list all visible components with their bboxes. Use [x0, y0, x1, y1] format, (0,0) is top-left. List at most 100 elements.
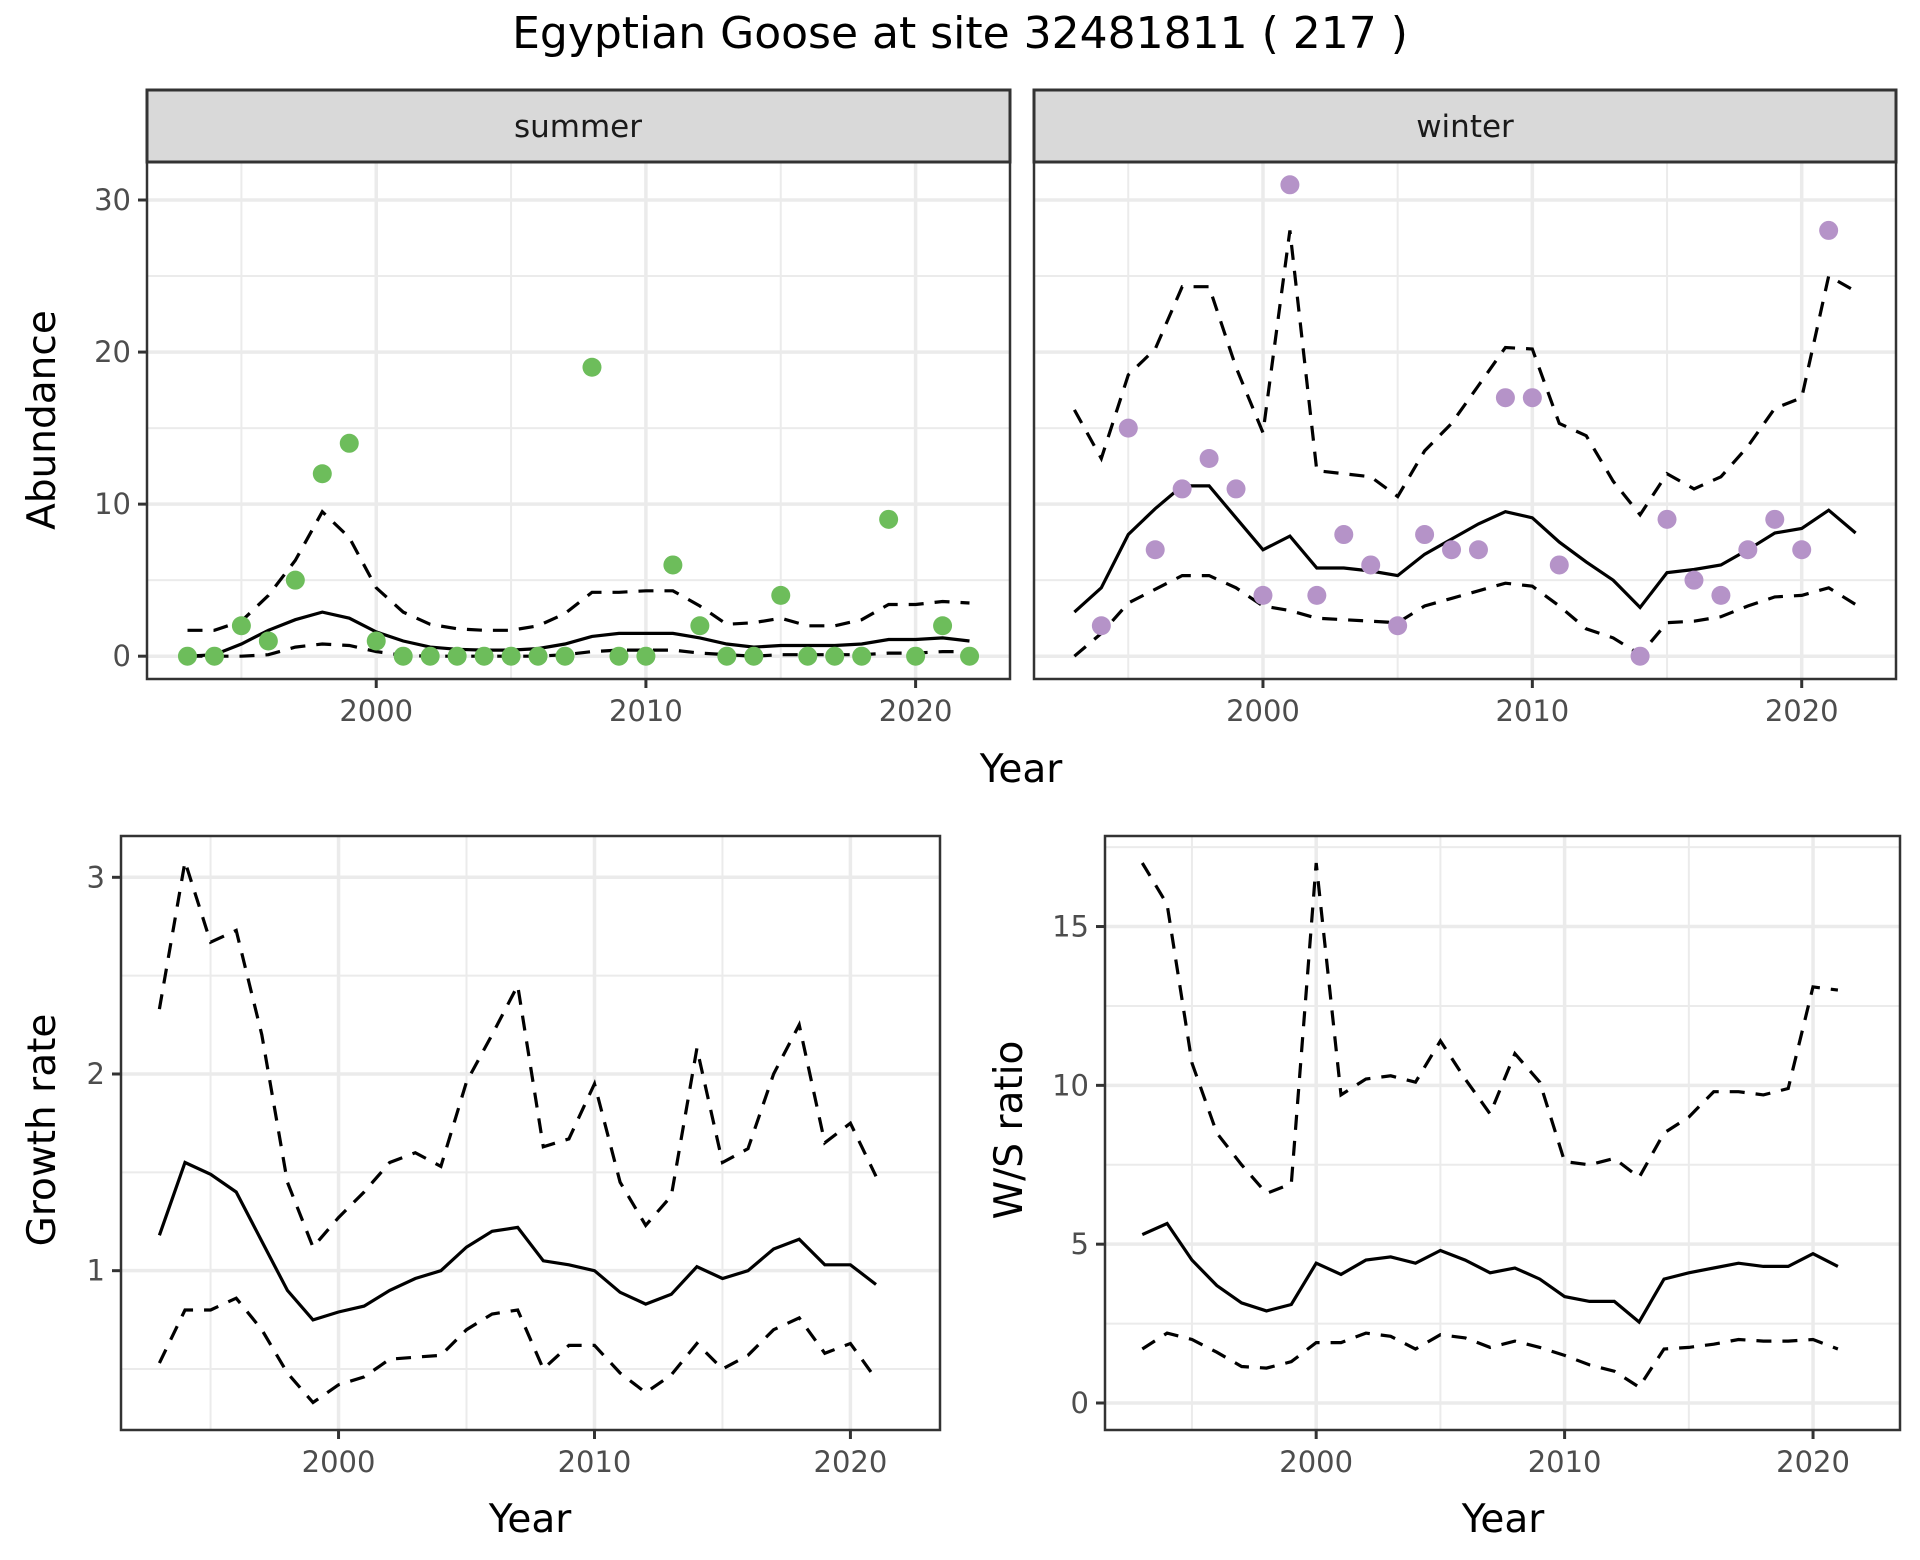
panel-ws-ratio: 2000 2010 2020 0 5 10 15: [1052, 834, 1902, 1479]
panel-summer: 2000 2010 2020 0 10 20 30 summer: [94, 88, 1012, 728]
series-line-mean: [1141, 1221, 1839, 1325]
data-point-summer-2020: [906, 646, 926, 666]
data-point-winter-2021: [1819, 220, 1839, 240]
panel-growth-rate: 2000 2010 2020 1 2 3: [87, 834, 942, 1479]
data-point-winter-1994: [1091, 616, 1111, 636]
data-point-summer-2002: [420, 646, 440, 666]
panel-border: [119, 834, 942, 1432]
strip-label-summer: summer: [514, 109, 642, 145]
strip-label-winter: winter: [1416, 109, 1514, 145]
data-point-summer-2010: [636, 646, 656, 666]
data-point-winter-2017: [1711, 585, 1731, 605]
data-point-summer-2014: [744, 646, 764, 666]
data-point-summer-2019: [879, 509, 899, 529]
x-tick-label: 2010: [1495, 694, 1569, 728]
data-point-winter-1999: [1226, 479, 1246, 499]
data-point-winter-2000: [1253, 585, 1273, 605]
y-tick-label: 20: [94, 335, 131, 369]
data-point-summer-2013: [717, 646, 737, 666]
plot-background: [121, 836, 940, 1430]
data-point-summer-2017: [825, 646, 845, 666]
y-axis-title-ws: W/S ratio: [987, 1041, 1032, 1220]
panel-border: [1103, 834, 1902, 1432]
data-point-winter-2014: [1630, 646, 1650, 666]
data-point-summer-2004: [474, 646, 494, 666]
data-point-summer-2000: [366, 631, 386, 651]
data-point-winter-2006: [1415, 525, 1435, 545]
x-tick-label: 2000: [339, 694, 413, 728]
x-tick-label: 2010: [558, 1445, 632, 1479]
x-axis-title-growth: Year: [488, 1497, 573, 1542]
data-point-winter-2019: [1765, 509, 1785, 529]
data-point-summer-1997: [285, 570, 305, 590]
x-tick-label: 2000: [1226, 694, 1300, 728]
data-point-summer-2005: [501, 646, 521, 666]
y-tick-label: 10: [1052, 1068, 1089, 1102]
series-line-lower: [157, 1296, 878, 1405]
data-point-summer-2012: [690, 616, 710, 636]
data-point-winter-1997: [1172, 479, 1192, 499]
data-point-summer-1995: [231, 616, 251, 636]
x-tick-label: 2020: [879, 694, 953, 728]
data-point-winter-2002: [1307, 585, 1327, 605]
data-point-winter-2018: [1738, 540, 1758, 560]
data-point-winter-2015: [1657, 509, 1677, 529]
y-axis-title-growth: Growth rate: [20, 1014, 65, 1247]
strip-winter: [1032, 88, 1898, 164]
data-point-winter-2003: [1334, 525, 1354, 545]
x-tick-label: 2020: [1776, 1445, 1850, 1479]
plot-background: [1034, 162, 1896, 679]
series-line-mean: [157, 1160, 877, 1322]
data-point-summer-2008: [582, 357, 602, 377]
data-point-summer-2003: [447, 646, 467, 666]
data-point-summer-2007: [555, 646, 575, 666]
data-point-winter-2009: [1495, 388, 1515, 408]
y-tick-label: 3: [87, 860, 105, 894]
chart-title: Egyptian Goose at site 32481811 ( 217 ): [512, 8, 1408, 59]
y-tick-label: 0: [1071, 1386, 1089, 1420]
x-tick-label: 2020: [814, 1445, 888, 1479]
x-tick-label: 2010: [609, 694, 683, 728]
series-line-upper: [187, 509, 970, 632]
data-point-summer-2009: [609, 646, 629, 666]
data-point-summer-2021: [933, 616, 953, 636]
x-tick-label: 2010: [1528, 1445, 1602, 1479]
series-line-lower: [1141, 1331, 1839, 1390]
series-line-mean: [187, 610, 970, 658]
data-point-winter-2001: [1280, 175, 1300, 195]
x-axis-title-abundance: Year: [979, 747, 1064, 792]
data-point-summer-2015: [771, 585, 791, 605]
y-tick-label: 1: [87, 1254, 105, 1288]
data-point-winter-2020: [1792, 540, 1812, 560]
data-point-summer-2016: [798, 646, 818, 666]
data-point-winter-2016: [1684, 570, 1704, 590]
data-point-summer-1996: [258, 631, 278, 651]
data-point-summer-1999: [339, 433, 359, 453]
y-tick-label: 0: [113, 639, 131, 673]
data-point-summer-2011: [663, 555, 683, 575]
data-point-summer-2006: [528, 646, 548, 666]
plot-background: [147, 162, 1010, 679]
x-tick-label: 2020: [1765, 694, 1839, 728]
data-point-summer-1994: [204, 646, 224, 666]
panel-winter: 2000 2010 2020 winter: [1032, 88, 1898, 728]
data-point-summer-1993: [177, 646, 197, 666]
y-tick-label: 5: [1071, 1227, 1089, 1261]
x-tick-label: 2000: [302, 1445, 376, 1479]
series-line-upper: [1073, 230, 1857, 518]
plot-background: [1105, 836, 1900, 1430]
data-point-winter-1996: [1145, 540, 1165, 560]
series-line-mean: [1073, 484, 1857, 614]
data-point-winter-2008: [1468, 540, 1488, 560]
data-point-summer-1998: [312, 464, 332, 484]
y-tick-label: 2: [87, 1057, 105, 1091]
data-point-summer-2022: [960, 646, 980, 666]
x-axis-title-ws: Year: [1461, 1497, 1546, 1542]
data-point-summer-2001: [393, 646, 413, 666]
series-line-lower: [1073, 574, 1857, 658]
data-point-winter-2007: [1442, 540, 1462, 560]
data-point-winter-1998: [1199, 449, 1219, 469]
data-point-winter-2004: [1361, 555, 1381, 575]
y-tick-label: 30: [94, 183, 131, 217]
y-tick-label: 15: [1052, 910, 1089, 944]
